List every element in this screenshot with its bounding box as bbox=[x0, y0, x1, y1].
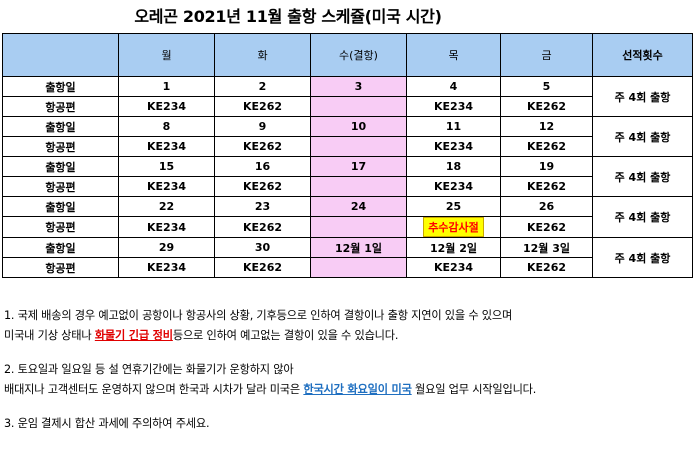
row-label-departure: 출항일 bbox=[2, 156, 119, 177]
flight-cell: KE234 bbox=[406, 96, 501, 117]
note-3: 3. 운임 결제시 합산 과세에 주의하여 주세요. bbox=[4, 417, 210, 430]
row-label-flight: 항공편 bbox=[2, 257, 119, 278]
departure-row: 출항일 15 16 17 18 19 주 4회 출항 bbox=[2, 156, 693, 197]
row-label-departure: 출항일 bbox=[2, 237, 119, 258]
flight-cell: KE262 bbox=[500, 257, 593, 278]
schedule-table: 월 화 수(결항) 목 금 선적횟수 출항일 1 2 3 4 5 주 4회 출항 항공편 KE2… bbox=[2, 33, 693, 278]
date-cell: 18 bbox=[406, 156, 501, 177]
header-cell-thu: 목 bbox=[406, 33, 501, 77]
notes: 1. 국제 배송의 경우 예고없이 공항이나 항공사의 상황, 기후등으로 인하… bbox=[4, 306, 694, 434]
date-cell: 3 bbox=[310, 76, 407, 97]
date-cell: 12월 2일 bbox=[406, 237, 501, 258]
row-label-flight: 항공편 bbox=[2, 136, 119, 157]
note-1-pre: 미국내 기상 상태나 bbox=[4, 329, 95, 342]
flight-row: 항공편 KE234 KE262 KE234 KE262 bbox=[2, 136, 693, 157]
flight-cell: KE234 bbox=[118, 176, 215, 197]
holiday-cell: 추수감사절 bbox=[406, 216, 501, 238]
date-cell: 12월 1일 bbox=[310, 237, 407, 258]
row-label-flight: 항공편 bbox=[2, 96, 119, 117]
flight-cell: KE234 bbox=[406, 136, 501, 157]
flight-row: 항공편 KE234 KE262 KE234 KE262 bbox=[2, 257, 693, 278]
departure-row: 출항일 1 2 3 4 5 주 4회 출항 bbox=[2, 76, 693, 117]
flight-cell: KE262 bbox=[214, 136, 311, 157]
flight-cell bbox=[310, 136, 407, 157]
note-2-line-1: 2. 토요일과 일요일 등 설 연휴기간에는 화물기가 운항하지 않아 bbox=[4, 363, 294, 376]
flight-cell: KE234 bbox=[118, 96, 215, 117]
date-cell: 12월 3일 bbox=[500, 237, 593, 258]
flight-cell: KE262 bbox=[500, 216, 593, 238]
flight-cell: KE234 bbox=[406, 176, 501, 197]
row-label-departure: 출항일 bbox=[2, 116, 119, 137]
date-cell: 24 bbox=[310, 196, 407, 217]
date-cell: 10 bbox=[310, 116, 407, 137]
flight-cell: KE262 bbox=[214, 257, 311, 278]
note-1-post: 등으로 인하여 예고없는 결항이 있을 수 있습니다. bbox=[172, 329, 399, 342]
flight-cell: KE262 bbox=[500, 136, 593, 157]
flight-cell: KE262 bbox=[500, 176, 593, 197]
flight-row: 항공편 KE234 KE262 추수감사절 KE262 bbox=[2, 216, 693, 238]
note-2-post: 월요일 업무 시작일입니다. bbox=[411, 383, 537, 396]
flight-cell: KE234 bbox=[406, 257, 501, 278]
header-cell-count: 선적횟수 bbox=[592, 33, 693, 77]
shipment-count-cell: 주 4회 출항 bbox=[592, 76, 693, 117]
flight-cell: KE262 bbox=[214, 216, 311, 238]
shipment-count-cell: 주 4회 출항 bbox=[592, 116, 693, 157]
note-2-emphasis: 한국시간 화요일이 미국 bbox=[303, 383, 412, 396]
row-label-flight: 항공편 bbox=[2, 176, 119, 197]
header-cell-fri: 금 bbox=[500, 33, 593, 77]
header-cell-wed: 수(결항) bbox=[310, 33, 407, 77]
flight-row: 항공편 KE234 KE262 KE234 KE262 bbox=[2, 176, 693, 197]
page-title: 오레곤 2021년 11월 출항 스케쥴(미국 시간) bbox=[134, 7, 442, 26]
flight-cell bbox=[310, 96, 407, 117]
note-1-line-2: 미국내 기상 상태나 화물기 긴급 정비등으로 인하여 예고없는 결항이 있을 … bbox=[4, 326, 694, 346]
date-cell: 5 bbox=[500, 76, 593, 97]
row-label-flight: 항공편 bbox=[2, 216, 119, 238]
flight-cell: KE234 bbox=[118, 136, 215, 157]
flight-cell: KE234 bbox=[118, 257, 215, 278]
date-cell: 12 bbox=[500, 116, 593, 137]
date-cell: 17 bbox=[310, 156, 407, 177]
row-label-departure: 출항일 bbox=[2, 196, 119, 217]
flight-cell bbox=[310, 176, 407, 197]
departure-row: 출항일 8 9 10 11 12 주 4회 출항 bbox=[2, 116, 693, 157]
date-cell: 9 bbox=[214, 116, 311, 137]
note-2-line-2: 배대지나 고객센터도 운영하지 않으며 한국과 시차가 달라 미국은 한국시간 … bbox=[4, 380, 694, 400]
date-cell: 8 bbox=[118, 116, 215, 137]
note-1-line-1: 1. 국제 배송의 경우 예고없이 공항이나 항공사의 상황, 기후등으로 인하… bbox=[4, 309, 513, 322]
flight-cell: KE262 bbox=[500, 96, 593, 117]
date-cell: 16 bbox=[214, 156, 311, 177]
date-cell: 11 bbox=[406, 116, 501, 137]
flight-cell bbox=[310, 216, 407, 238]
header-cell-mon: 월 bbox=[118, 33, 215, 77]
date-cell: 29 bbox=[118, 237, 215, 258]
note-1-emphasis: 화물기 긴급 정비 bbox=[94, 329, 173, 342]
header-row: 월 화 수(결항) 목 금 선적횟수 bbox=[2, 33, 693, 77]
row-label-departure: 출항일 bbox=[2, 76, 119, 97]
flight-cell bbox=[310, 257, 407, 278]
date-cell: 1 bbox=[118, 76, 215, 97]
date-cell: 4 bbox=[406, 76, 501, 97]
flight-cell: KE262 bbox=[214, 96, 311, 117]
shipment-count-cell: 주 4회 출항 bbox=[592, 237, 693, 278]
departure-row: 출항일 22 23 24 25 26 주 4회 출항 bbox=[2, 196, 693, 238]
shipment-count-cell: 주 4회 출항 bbox=[592, 156, 693, 197]
flight-cell: KE234 bbox=[118, 216, 215, 238]
date-cell: 26 bbox=[500, 196, 593, 217]
date-cell: 15 bbox=[118, 156, 215, 177]
header-cell-blank bbox=[2, 33, 119, 77]
date-cell: 23 bbox=[214, 196, 311, 217]
flight-cell: KE262 bbox=[214, 176, 311, 197]
date-cell: 2 bbox=[214, 76, 311, 97]
header-cell-tue: 화 bbox=[214, 33, 311, 77]
date-cell: 30 bbox=[214, 237, 311, 258]
flight-row: 항공편 KE234 KE262 KE234 KE262 bbox=[2, 96, 693, 117]
holiday-badge: 추수감사절 bbox=[423, 217, 484, 237]
date-cell: 19 bbox=[500, 156, 593, 177]
note-2-pre: 배대지나 고객센터도 운영하지 않으며 한국과 시차가 달라 미국은 bbox=[4, 383, 304, 396]
shipment-count-cell: 주 4회 출항 bbox=[592, 196, 693, 238]
date-cell: 25 bbox=[406, 196, 501, 217]
date-cell: 22 bbox=[118, 196, 215, 217]
departure-row: 출항일 29 30 12월 1일 12월 2일 12월 3일 주 4회 출항 bbox=[2, 237, 693, 278]
